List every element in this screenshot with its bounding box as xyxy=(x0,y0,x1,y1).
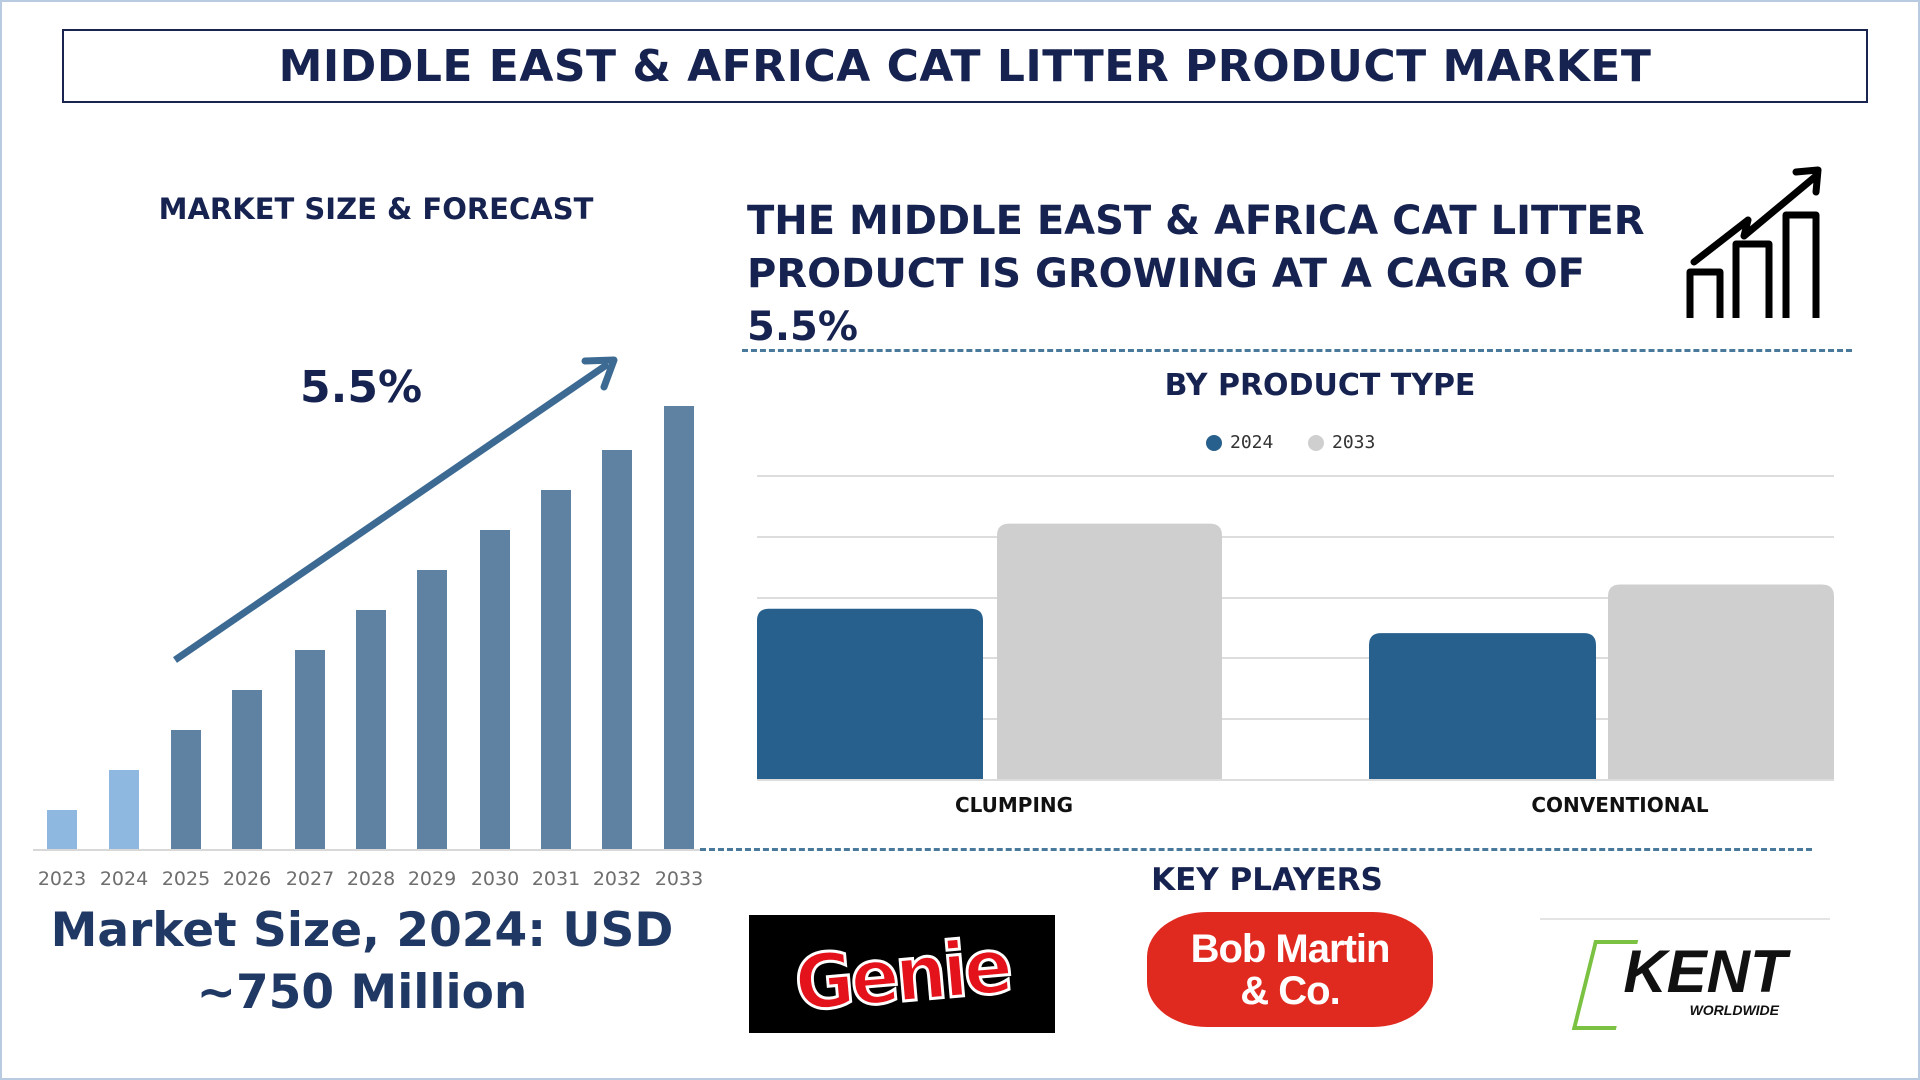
logo-kent-subword: WORLDWIDE xyxy=(1689,1002,1779,1018)
legend-label-2033: 2033 xyxy=(1332,432,1376,453)
year-label-2030: 2030 xyxy=(470,868,520,890)
gridline xyxy=(757,475,1834,477)
logo-kent: KENT WORLDWIDE xyxy=(1571,938,1805,1030)
market-size-text: Market Size, 2024: USD ~750 Million xyxy=(20,900,704,1024)
key-players-heading: KEY PLAYERS xyxy=(1151,862,1383,898)
forecast-bar-2030 xyxy=(480,530,510,850)
gridline xyxy=(757,657,1834,660)
logo-kent-word: KENT xyxy=(1623,942,1787,1005)
logo-genie: Genie xyxy=(749,915,1055,1033)
page-title: MIDDLE EAST & AFRICA CAT LITTER PRODUCT … xyxy=(62,29,1868,103)
product-type-heading: BY PRODUCT TYPE xyxy=(1164,368,1476,403)
divider-bottom xyxy=(700,848,1812,851)
forecast-bar-2024 xyxy=(109,770,139,850)
legend-marker-2033 xyxy=(1308,435,1324,451)
bar-clumping-2033 xyxy=(997,523,1222,779)
year-label-2023: 2023 xyxy=(37,868,87,890)
year-label-2026: 2026 xyxy=(222,868,272,890)
cagr-headline: THE MIDDLE EAST & AFRICA CAT LITTER PROD… xyxy=(747,198,1645,350)
year-label-2025: 2025 xyxy=(161,868,211,890)
logo-genie-text: Genie xyxy=(790,919,1014,1029)
year-label-2027: 2027 xyxy=(285,868,335,890)
legend-marker-2024 xyxy=(1206,435,1222,451)
divider-top xyxy=(742,349,1852,352)
year-label-2029: 2029 xyxy=(407,868,457,890)
logo-bob-martin-text: Bob Martin & Co. xyxy=(1190,926,1391,1013)
category-label-conventional: CONVENTIONAL xyxy=(1531,793,1709,817)
gridline xyxy=(757,779,1834,781)
bar-conventional-2024 xyxy=(1369,633,1596,779)
legend-label-2024: 2024 xyxy=(1230,432,1274,453)
forecast-bar-2033 xyxy=(664,406,694,850)
cagr-annotation: 5.5% xyxy=(300,362,423,413)
forecast-bar-2032 xyxy=(602,450,632,850)
logo-kent-text: KENT WORLDWIDE xyxy=(1605,942,1805,1028)
forecast-bar-2029 xyxy=(417,570,447,850)
market-size-line1: Market Size, 2024: USD xyxy=(50,903,674,958)
year-label-2024: 2024 xyxy=(99,868,149,890)
forecast-bar-2025 xyxy=(171,730,201,850)
forecast-bar-2027 xyxy=(295,650,325,850)
forecast-bar-2023 xyxy=(47,810,77,850)
forecast-bar-2028 xyxy=(356,610,386,850)
bar-conventional-2033 xyxy=(1608,584,1834,779)
year-label-2028: 2028 xyxy=(346,868,396,890)
year-label-2032: 2032 xyxy=(592,868,642,890)
logo-kent-rule xyxy=(1540,918,1830,920)
category-label-clumping: CLUMPING xyxy=(954,793,1074,817)
market-size-heading: MARKET SIZE & FORECAST xyxy=(158,192,594,226)
product-type-chart xyxy=(757,523,1834,779)
market-size-line2: ~750 Million xyxy=(196,965,528,1020)
growth-chart-icon xyxy=(1686,166,1822,318)
logo-bob-martin: Bob Martin & Co. xyxy=(1147,912,1433,1027)
gridline xyxy=(757,596,1834,599)
year-label-2033: 2033 xyxy=(654,868,704,890)
gridline xyxy=(757,535,1834,538)
bar-clumping-2024 xyxy=(757,608,983,779)
growth-arrow-icon xyxy=(173,356,618,663)
gridline xyxy=(757,718,1834,721)
forecast-chart xyxy=(33,356,700,851)
year-label-2031: 2031 xyxy=(531,868,581,890)
forecast-bar-2031 xyxy=(541,490,571,850)
forecast-bar-2026 xyxy=(232,690,262,850)
